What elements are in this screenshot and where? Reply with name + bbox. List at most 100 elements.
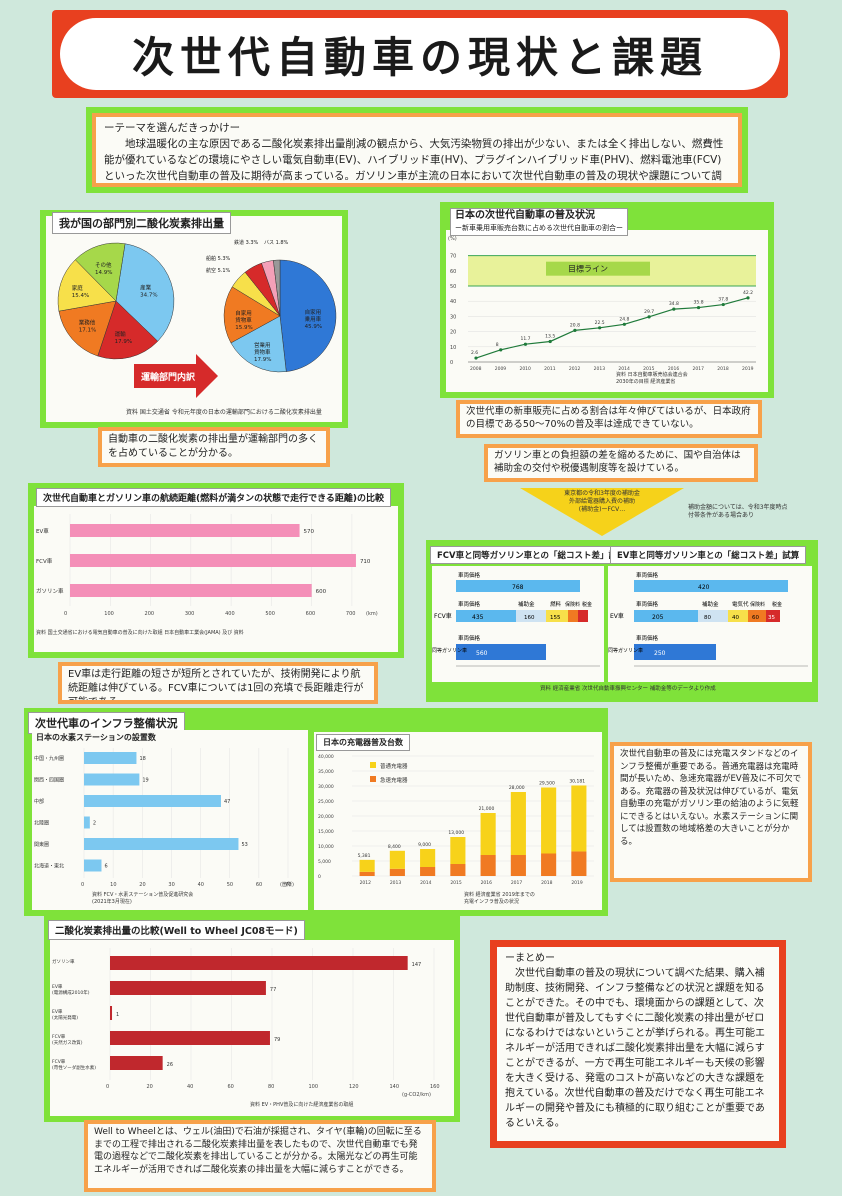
line-xtick-0: 2008 [470,366,482,372]
stations-chart: 0 10 20 30 40 50 60 70 18 中国・九州圏 19 関西・四国圏 47 中部 2 北陸圏 5… [34,748,294,905]
pie-slice-1 [97,300,159,360]
range-xtick: 700 [346,611,356,617]
cost-fcv-chart: 車両価格 768 車両価格 補助金 燃料 保険料 税金 435 160 155 … [432,571,600,667]
line-ytick: 20 [450,330,456,336]
co2-pies: 産業34.7%運輸17.9%業務他17.1%家庭15.4%その他14.9%自家用… [57,239,337,416]
pie-slice-0 [115,243,175,342]
range-bar-0 [70,524,300,537]
pie-label-3: 15.4% [72,293,89,299]
ev-bar-gas [634,644,716,660]
line-value-4: 20.8 [570,322,580,328]
co2-sector-title: 我が国の部門別二酸化炭素排出量 [52,212,231,234]
wtw-xtick: 80 [268,1084,274,1090]
pie2-outer-label-3: 船舶 5.3% [206,255,231,262]
wtw-cat-1: (電源構成2010年) [52,989,90,996]
charger-bar-quick-4 [480,855,496,876]
station-cat-5: 北海道・東北 [34,863,64,870]
charger-bar-normal-7 [571,785,587,852]
charger-bar-normal-1 [389,850,405,869]
station-source: 資料 FCV・水素ステーション普及促進研究会 [92,891,193,898]
fcv-bar-fuel [546,610,568,622]
target-label: 目標ライン [568,264,608,274]
wtw-xtick: 120 [349,1084,359,1090]
pie-label-3: 家庭 [72,284,84,292]
charger-xtick-1: 2013 [390,880,402,886]
fcv-label-4: 保険料 [565,601,580,608]
range-value-0: 570 [304,529,315,535]
charger-xtick-2: 2014 [420,880,432,886]
wtw-bar-4 [110,1056,163,1070]
pie-slice-6 [273,259,281,317]
station-bar-5 [84,859,102,872]
wtw-xtick: 20 [147,1084,153,1090]
station-cat-0: 中国・九州圏 [34,755,64,762]
pie-label-1: 17.9% [254,357,271,363]
ev-label-3: 電気代 [732,600,749,608]
share-comment1: 次世代車の新車販売に占める割合は年々伸びてはいるが、日本政府の目標である50〜7… [460,404,758,434]
station-cat-3: 北陸圏 [34,820,49,827]
arrow-shape [134,354,218,398]
charger-xtick-4: 2016 [481,880,493,886]
wtw-cat-0: ガソリン車 [52,958,75,965]
wtw-value-4: 26 [167,1062,173,1068]
ev-label-1: 車両価格 [636,600,659,608]
share-subtitle: ー新車乗用車販売台数に占める次世代自動車の割合ー [455,224,623,232]
intro-box: ーテーマを選んだきっかけー 地球温暖化の主な原因である二酸化炭素排出量削減の観点… [96,117,738,183]
pie-label-2: 17.1% [79,328,96,334]
wtw-source: 資料 EV・PHV普及に向けた経済産業省の取組 [250,1101,353,1108]
wtw-bar-2 [110,1006,113,1020]
line-xtick-5: 2013 [594,366,606,372]
range-xtick: 0 [64,611,67,617]
line-value-10: 37.8 [718,297,728,303]
pie-label-1: 営業用 [254,341,271,349]
line-ytick: 0 [450,360,453,366]
ev-bar-price [634,580,788,592]
cost-ev-title: EV車と同等ガソリン車との「総コスト差」試算 [610,546,807,564]
wtw-xtick: 100 [309,1084,319,1090]
line-ytick: 10 [450,345,456,351]
summary-box: ーまとめー 次世代自動車の普及の現状について調べた結果、購入補助制度、技術開発、… [497,947,779,1141]
wtw-comment: Well to Wheelとは、ウェル(油田)で石油が採掘され、タイヤ(車輪)の… [88,1124,432,1188]
wtw-value-2: 1 [116,1012,119,1018]
line-value-5: 22.5 [595,320,605,326]
charger-bar-quick-5 [510,855,526,876]
station-bar-0 [84,752,137,764]
fcv-group-label: FCV車 [434,612,452,620]
pie-slice-0 [279,259,337,372]
ev-bar-price2 [634,610,698,622]
cost-source: 資料 経済産業省 次世代自動車振興センター 補助金等のデータより作成 [540,686,716,692]
line-ytick: 40 [450,299,456,305]
charger-bar-normal-0 [359,859,375,872]
ev-bar-tax [766,610,780,622]
station-value-2: 47 [224,799,230,805]
charger-source: 充電インフラ普及の状況 [464,898,519,905]
fcv-val-price2: 435 [472,614,484,621]
charger-total-0: 5,381 [358,853,371,859]
range-xtick: 200 [145,611,155,617]
line-ytick: 70 [450,254,456,260]
legend-quick-swatch [370,776,376,782]
fcv-val-price: 768 [512,584,524,591]
pie-label-4: その他 [95,261,112,269]
wtw-cat-3: (天然ガス改質) [52,1039,83,1046]
line-xtick-10: 2018 [717,366,729,372]
line-xtick-1: 2009 [495,366,507,372]
charger-source: 資料 経済産業省 2019年までの [464,891,535,898]
charger-ytick: 30,000 [318,784,334,790]
fcv-label-1: 車両価格 [458,600,481,608]
fcv-label-3: 燃料 [550,600,562,608]
range-bar-2 [70,584,312,597]
ev-val-tax: 35 [768,615,775,621]
charger-ytick: 5,000 [318,859,331,865]
legend-normal: 普通充電器 [380,762,408,770]
cost-ev-chart: 車両価格 420 車両価格 補助金 電気代 保険料 税金 205 80 40 6… [608,571,808,667]
ev-label-6: 車両価格 [636,634,659,642]
range-cat-0: EV車 [36,527,49,535]
wtw-xtick: 0 [106,1084,109,1090]
line-value-1: 8 [496,342,499,348]
arrow-label: 運輸部門内訳 [141,371,196,383]
ev-bar-insurance [748,610,766,622]
ev-val-electric: 40 [732,615,739,621]
pie-slice-4 [74,242,126,302]
fcv-label-2: 補助金 [518,600,535,608]
